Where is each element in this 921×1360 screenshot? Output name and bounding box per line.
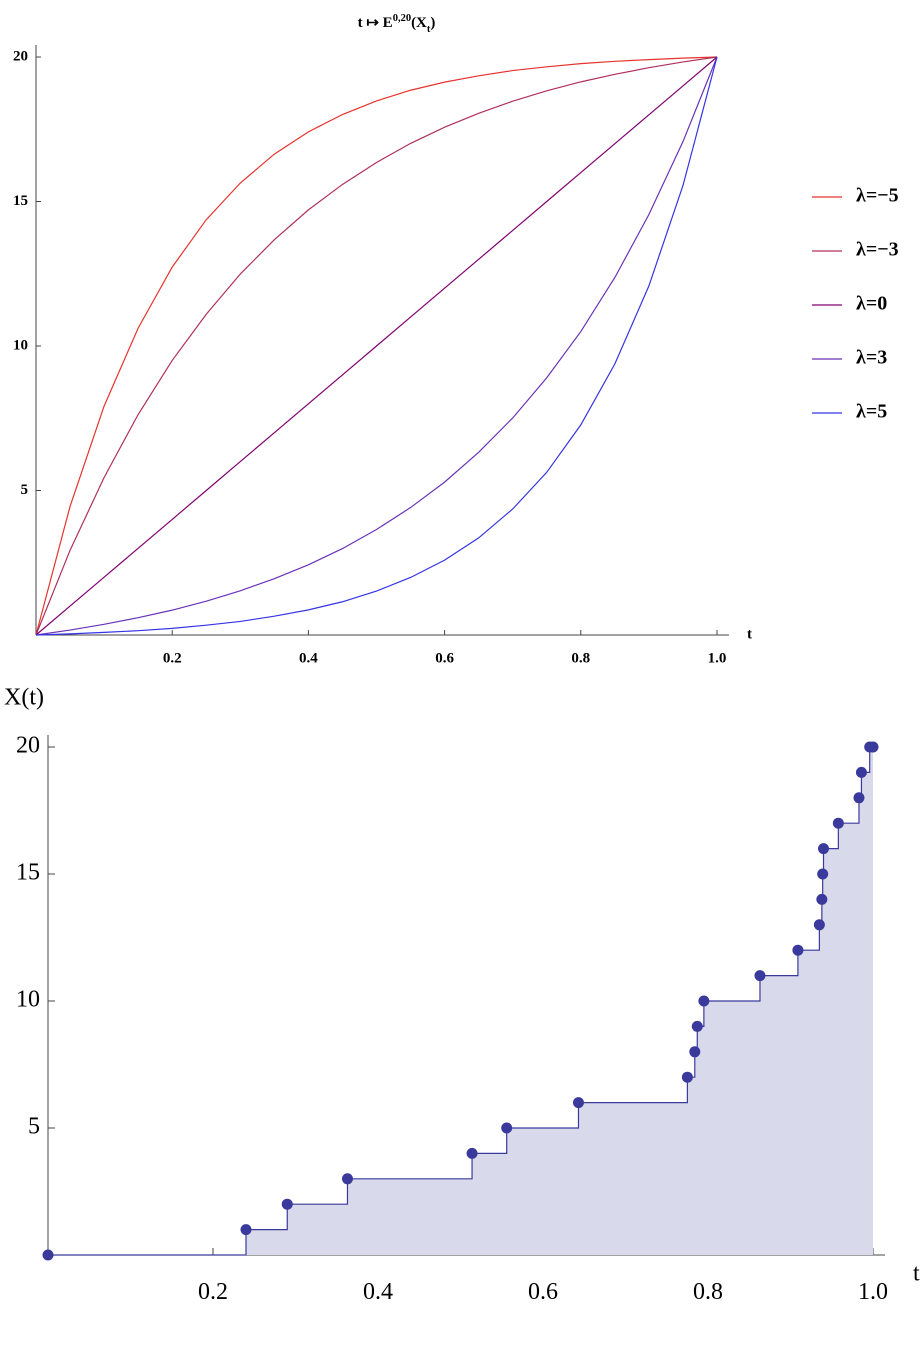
- y-tick-label: 20: [16, 733, 40, 759]
- y-tick-label: 5: [28, 1114, 40, 1140]
- point: [501, 1122, 513, 1134]
- y-axis-label: X(t): [4, 685, 44, 711]
- point: [281, 1198, 293, 1210]
- line: [35, 56, 718, 636]
- point: [42, 1249, 54, 1261]
- point: [818, 843, 829, 855]
- point: [689, 1046, 701, 1058]
- x-tick-label: 0.8: [571, 650, 590, 666]
- line: [35, 56, 718, 636]
- y-tick-label: 10: [16, 987, 40, 1013]
- point: [832, 817, 844, 829]
- y-tick-label: 10: [13, 337, 28, 353]
- x-tick-label: 1.0: [858, 1279, 888, 1305]
- point: [853, 792, 865, 804]
- x-tick-label: 1.0: [708, 650, 727, 666]
- point: [681, 1071, 693, 1083]
- x-axis-label: t: [913, 1261, 920, 1287]
- area: [48, 747, 873, 1255]
- point: [698, 995, 710, 1007]
- title-part: (X: [411, 15, 427, 31]
- point: [867, 741, 879, 753]
- title-part: 0,20: [393, 13, 411, 24]
- y-tick-label: 20: [13, 48, 28, 64]
- x-tick-label: 0.2: [163, 650, 182, 666]
- x-axis-label: t: [747, 626, 752, 642]
- point: [691, 1020, 703, 1032]
- point: [466, 1147, 478, 1159]
- title-part: ): [430, 15, 435, 31]
- y-tick-label: 5: [21, 482, 29, 498]
- point: [855, 766, 867, 778]
- point: [754, 970, 766, 982]
- title-part: t: [427, 24, 431, 35]
- point: [240, 1224, 252, 1236]
- chart-title: t ↦ E0,20(Xt): [358, 13, 436, 35]
- x-tick-label: 0.6: [528, 1279, 558, 1305]
- legend-label: λ=−3: [856, 239, 899, 261]
- legend-label: λ=3: [856, 347, 887, 369]
- point: [572, 1097, 584, 1109]
- line: [35, 56, 718, 636]
- legend-label: λ=0: [856, 293, 887, 315]
- point: [341, 1173, 353, 1185]
- y-tick-label: 15: [13, 193, 28, 209]
- line: [35, 56, 718, 636]
- point: [792, 944, 804, 956]
- y-tick-label: 15: [16, 860, 40, 886]
- x-tick-label: 0.4: [363, 1279, 393, 1305]
- legend-label: λ=−5: [856, 185, 899, 207]
- title-part: t ↦ E: [358, 15, 393, 31]
- x-tick-label: 0.6: [435, 650, 454, 666]
- point: [817, 868, 829, 880]
- x-tick-label: 0.4: [299, 650, 318, 666]
- legend-label: λ=5: [856, 401, 887, 423]
- x-tick-label: 0.8: [693, 1279, 723, 1305]
- line: [35, 56, 718, 636]
- point: [816, 893, 828, 905]
- x-tick-label: 0.2: [198, 1279, 228, 1305]
- point: [813, 919, 825, 931]
